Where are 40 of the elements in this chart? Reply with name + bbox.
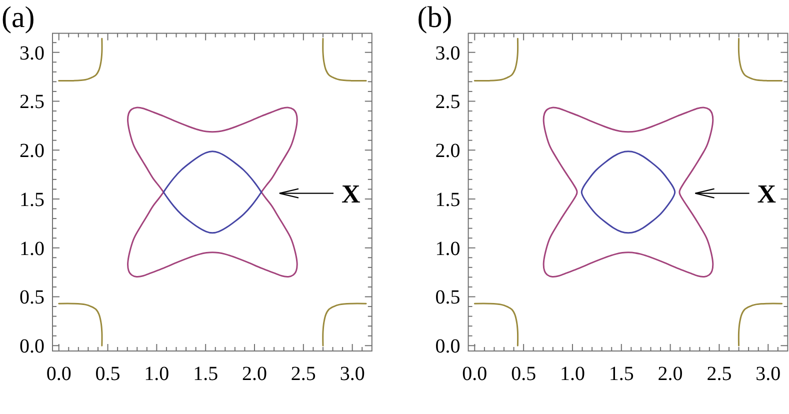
x-tick-label: 2.0 (658, 363, 683, 385)
line-series (474, 302, 519, 346)
x-tick-label: 2.5 (706, 363, 732, 385)
x-tick-label: 1.5 (193, 363, 218, 385)
x-tick-label: 2.0 (242, 363, 268, 385)
y-tick-label: 1.0 (435, 238, 460, 260)
y-tick-label: 1.0 (20, 238, 44, 260)
x-tick-label: 1.0 (560, 363, 585, 385)
line-series (58, 302, 103, 346)
y-tick-label: 2.5 (20, 91, 44, 114)
y-tick-label: 0.0 (20, 336, 44, 358)
y-tick-label: 3.0 (20, 42, 44, 64)
annotation: X (757, 179, 776, 208)
y-tick-label: 0.5 (20, 286, 44, 309)
x-tick-label: 0.5 (511, 363, 536, 385)
line-series (322, 38, 367, 82)
chart-title: (a) (2, 1, 35, 34)
x-tick-label: 0.0 (462, 363, 488, 385)
x-tick-label: 3.0 (340, 363, 365, 385)
x-tick-label: 1.5 (608, 363, 634, 385)
chart-title: (b) (417, 1, 452, 34)
line-series (58, 38, 103, 82)
y-tick-label: 0.5 (435, 286, 460, 309)
x-tick-label: 2.5 (290, 363, 316, 385)
annotation: X (342, 179, 360, 208)
x-tick-label: 0.5 (95, 363, 120, 385)
y-tick-label: 1.5 (20, 188, 44, 211)
line-series (738, 38, 783, 82)
line-series (474, 38, 519, 82)
y-tick-label: 1.5 (435, 188, 460, 211)
y-tick-label: 3.0 (435, 42, 460, 64)
line-series (738, 302, 783, 346)
x-tick-label: 3.0 (756, 363, 781, 385)
y-tick-label: 2.0 (435, 140, 460, 162)
y-tick-label: 2.0 (20, 140, 44, 162)
x-tick-label: 1.0 (144, 363, 170, 385)
y-tick-label: 2.5 (435, 91, 460, 114)
line-series (322, 302, 367, 346)
x-tick-label: 0.0 (46, 363, 72, 385)
y-tick-label: 0.0 (435, 336, 460, 358)
